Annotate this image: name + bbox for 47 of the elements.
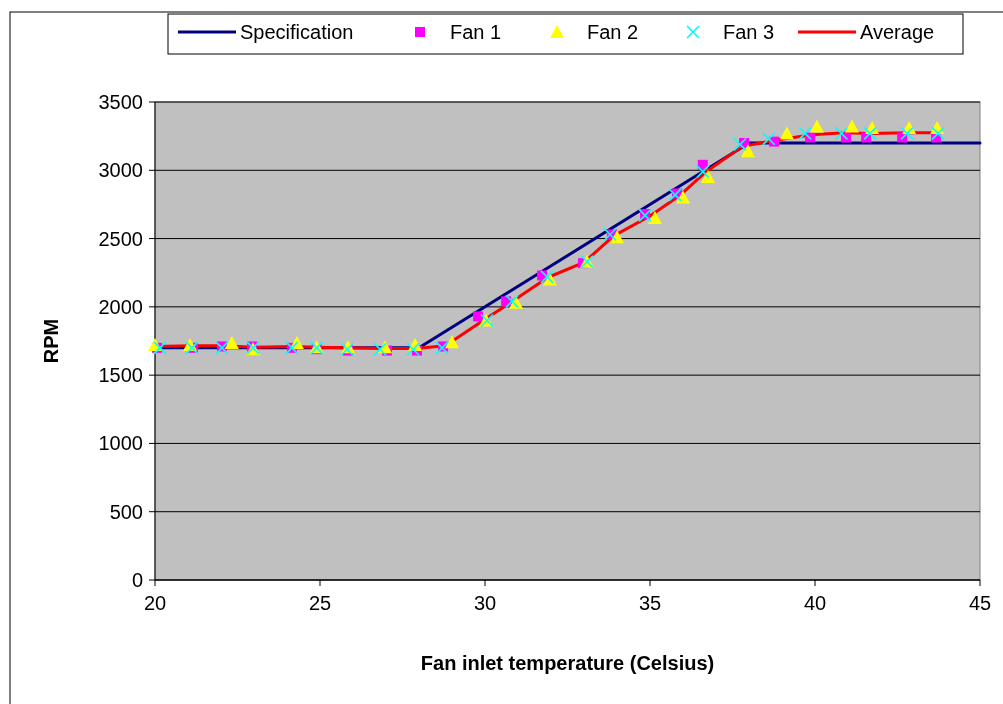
y-tick-label: 500 xyxy=(109,500,143,523)
point xyxy=(779,126,794,140)
point xyxy=(505,294,519,309)
point xyxy=(406,342,420,356)
point xyxy=(696,164,710,179)
x-tick-label: 35 xyxy=(638,592,662,614)
x-tick-label: 30 xyxy=(473,592,497,614)
point xyxy=(153,341,167,355)
point xyxy=(638,208,652,223)
x-axis-title: Fan inlet temperature (Celsius) xyxy=(420,652,715,674)
y-tick-label: 3000 xyxy=(98,159,143,182)
point xyxy=(834,126,849,141)
x-tick-label: 20 xyxy=(143,592,167,614)
y-tick-label: 1500 xyxy=(98,364,143,387)
point xyxy=(844,119,859,133)
point xyxy=(603,227,617,242)
point xyxy=(676,190,690,204)
point xyxy=(931,126,945,141)
point xyxy=(741,144,756,158)
point xyxy=(610,230,624,244)
point xyxy=(668,188,682,202)
point xyxy=(473,311,484,322)
legend-label: Fan 1 xyxy=(450,21,502,43)
point xyxy=(373,342,387,356)
legend-label: Specification xyxy=(240,21,354,43)
point xyxy=(900,126,914,141)
y-tick-label: 3500 xyxy=(98,91,143,113)
legend-label: Fan 3 xyxy=(723,21,775,43)
legend-label: Average xyxy=(860,21,935,43)
point xyxy=(762,132,776,146)
point xyxy=(733,137,747,152)
point xyxy=(445,335,459,349)
y-axis-title: RPM xyxy=(40,318,62,364)
y-tick-label: 2500 xyxy=(98,227,143,250)
x-tick-label: 25 xyxy=(308,592,332,614)
point xyxy=(798,126,812,141)
point xyxy=(863,126,877,141)
x-tick-label: 45 xyxy=(968,592,992,614)
legend-label: Fan 2 xyxy=(587,21,639,43)
y-tick-label: 1000 xyxy=(98,432,143,455)
point xyxy=(701,170,716,184)
point xyxy=(224,336,239,350)
point xyxy=(809,119,824,133)
y-tick-label: 0 xyxy=(131,569,143,591)
point xyxy=(647,211,662,225)
x-tick-label: 40 xyxy=(803,592,827,614)
y-tick-label: 2000 xyxy=(98,295,143,318)
